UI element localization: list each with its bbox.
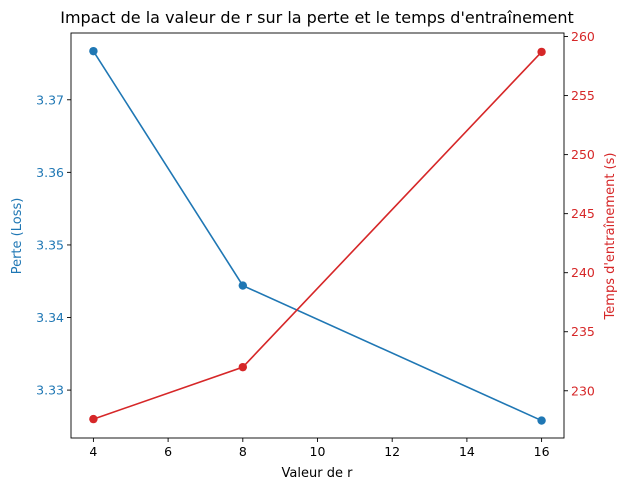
x-tick-label: 4 (89, 444, 97, 459)
x-tick-label: 10 (310, 444, 326, 459)
x-tick-label: 12 (384, 444, 400, 459)
plot-area: 4 6 8 10 12 14 16 3.33 3.34 3.35 3.36 3.37 230 235 240… (36, 29, 595, 459)
right-y-tick-label: 255 (571, 88, 595, 103)
x-tick-label: 6 (164, 444, 172, 459)
x-tick-label: 16 (534, 444, 550, 459)
chart-title: Impact de la valeur de r sur la perte et… (60, 8, 574, 27)
x-tick-label: 14 (459, 444, 475, 459)
data-point-loss (537, 416, 546, 425)
data-point-training-time (238, 362, 248, 372)
left-y-tick-label: 3.34 (36, 310, 64, 325)
left-y-tick-label: 3.36 (36, 165, 64, 180)
data-point-loss (89, 46, 98, 56)
data-point-training-time (537, 47, 546, 57)
x-axis-label: Valeur de r (282, 466, 354, 481)
right-y-tick-label: 230 (571, 383, 595, 398)
right-y-axis-label: Temps d'entraînement (s) (603, 153, 618, 321)
right-y-tick-label: 235 (571, 324, 595, 339)
right-y-tick-label: 245 (571, 206, 595, 221)
data-point-loss (238, 281, 248, 290)
left-y-axis-label: Perte (Loss) (10, 198, 25, 275)
left-y-tick-label: 3.35 (36, 237, 64, 252)
right-y-tick-label: 260 (571, 29, 595, 44)
left-y-tick-label: 3.37 (36, 92, 64, 107)
right-y-tick-label: 240 (571, 265, 595, 280)
right-y-tick-label: 250 (571, 147, 595, 162)
left-y-tick-label: 3.33 (36, 383, 64, 398)
data-point-training-time (89, 414, 98, 424)
x-tick-label: 8 (239, 444, 247, 459)
